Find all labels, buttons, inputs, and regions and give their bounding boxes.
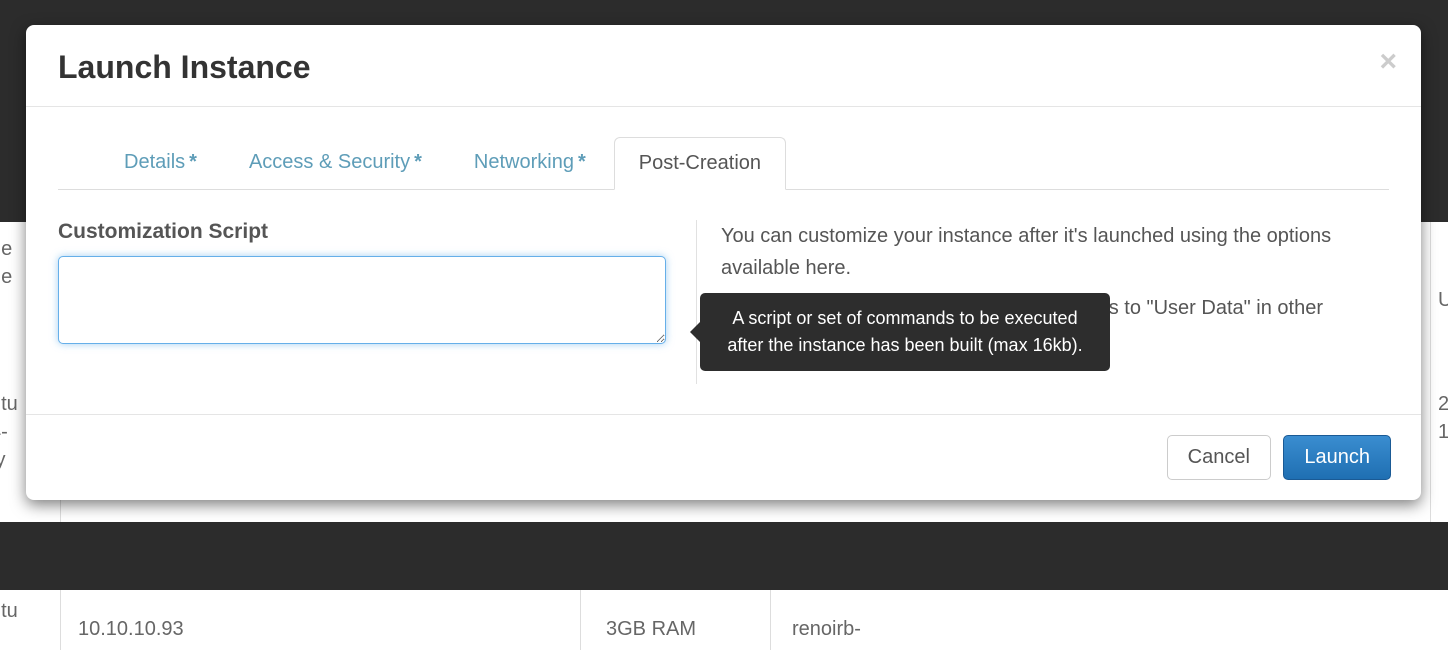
backdrop-text: 3GB RAM — [606, 618, 696, 641]
launch-button[interactable]: Launch — [1283, 435, 1391, 480]
tab-details[interactable]: Details* — [100, 137, 221, 189]
tab-label: Access & Security — [249, 151, 410, 173]
backdrop-text: 4- — [0, 421, 8, 444]
tooltip: A script or set of commands to be execut… — [700, 293, 1110, 371]
close-icon[interactable]: × — [1379, 47, 1397, 77]
tab-label: Post-Creation — [639, 152, 761, 174]
tab-label: Networking — [474, 151, 574, 173]
tab-label: Details — [124, 151, 185, 173]
modal-header: Launch Instance × — [26, 25, 1421, 107]
backdrop-text: 1 — [1438, 421, 1448, 444]
form-column: Customization Script — [58, 220, 696, 384]
customization-script-label: Customization Script — [58, 220, 666, 244]
required-asterisk: * — [414, 151, 422, 173]
cancel-button[interactable]: Cancel — [1167, 435, 1271, 480]
tab-bar: Details* Access & Security* Networking* … — [58, 107, 1389, 190]
required-asterisk: * — [189, 151, 197, 173]
backdrop-text: ty — [0, 449, 6, 472]
modal-title: Launch Instance — [58, 49, 1389, 86]
backdrop-text: U — [1438, 289, 1448, 312]
modal-footer: Cancel Launch — [26, 414, 1421, 500]
tab-access-security[interactable]: Access & Security* — [225, 137, 446, 189]
backdrop-table-row — [0, 590, 1448, 650]
help-paragraph: You can customize your instance after it… — [721, 220, 1389, 284]
backdrop-text: ntu — [0, 600, 18, 623]
required-asterisk: * — [578, 151, 586, 173]
backdrop-text: ne — [0, 266, 12, 289]
launch-instance-modal: Launch Instance × Details* Access & Secu… — [26, 25, 1421, 500]
backdrop-text: ntu — [0, 393, 18, 416]
backdrop-text: renoirb- — [792, 618, 861, 641]
tab-networking[interactable]: Networking* — [450, 137, 610, 189]
backdrop-text: 2 — [1438, 393, 1448, 416]
backdrop-text: 10.10.10.93 — [78, 618, 184, 641]
customization-script-input[interactable] — [58, 256, 666, 344]
backdrop-text: ge — [0, 238, 12, 261]
tab-post-creation[interactable]: Post-Creation — [614, 137, 786, 190]
